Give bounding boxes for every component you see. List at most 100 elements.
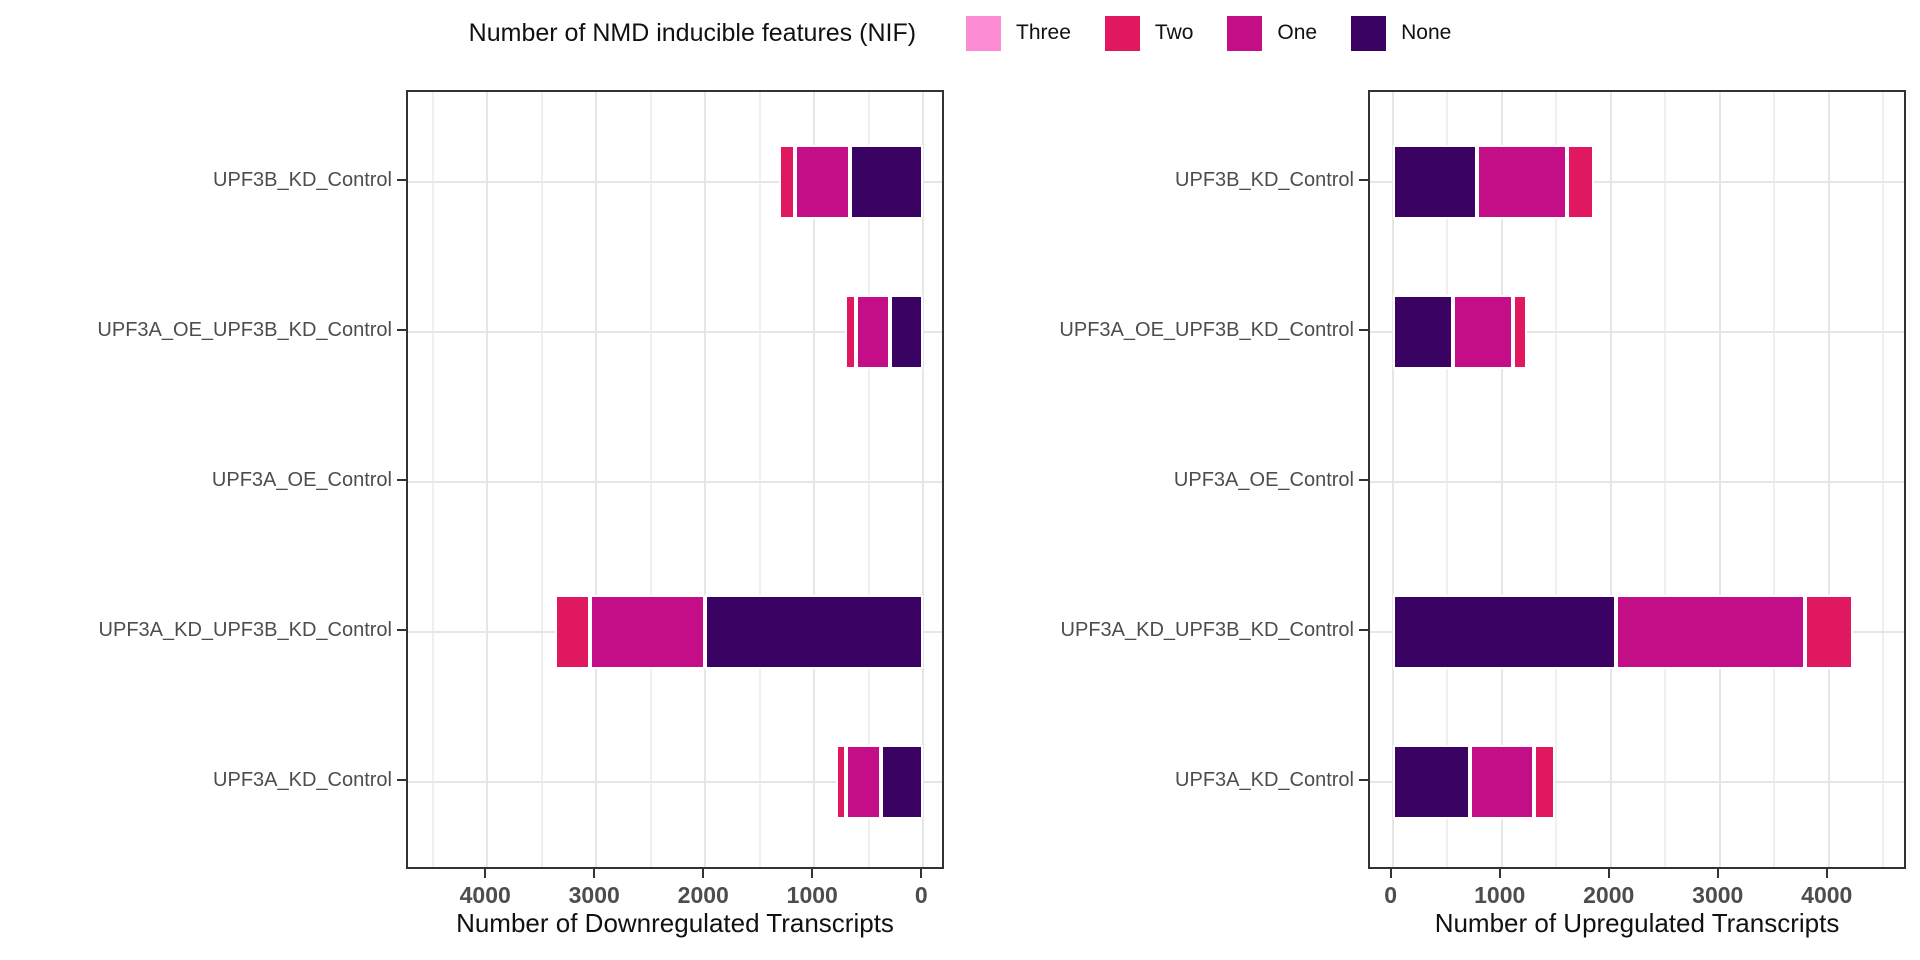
gridline-horizontal [1370,781,1904,783]
gridline-horizontal [408,181,942,183]
gridline-vertical [595,92,598,867]
bar-segment-one [846,745,881,819]
x-axis-title-upregulated: Number of Upregulated Transcripts [1434,908,1840,938]
bar-segment-none [1392,295,1453,369]
gridline-vertical [1391,92,1394,867]
x-axis-tick-label: 2000 [1583,882,1635,908]
legend-label: None [1401,21,1452,44]
gridline-vertical [1773,92,1776,867]
gridline-vertical [1555,92,1558,867]
gridline-vertical [758,92,761,867]
x-axis-tick-label: 2000 [677,882,729,908]
legend-label: Two [1154,21,1194,44]
x-axis-tick-label: 3000 [1692,882,1744,908]
gridline-horizontal [408,781,942,783]
bar-segment-two [1512,295,1528,369]
gridline-vertical [1500,92,1503,867]
y-axis-tick [1359,479,1368,481]
bar-segment-one [1452,295,1513,369]
gridline-vertical [1718,92,1721,867]
y-axis-tick [397,329,406,331]
gridline-vertical [867,92,870,867]
bar-segment-none [1392,595,1617,669]
category-label: UPF3A_OE_UPF3B_KD_Control [1059,319,1354,341]
bar-segment-one [1470,745,1535,819]
gridline-vertical [649,92,652,867]
panel-downregulated [406,90,944,869]
legend-swatch-three [966,15,1002,51]
x-axis-title-downregulated: Number of Downregulated Transcripts [456,908,894,938]
legend-items: Three Two One None [932,15,1452,51]
category-label: UPF3A_OE_Control [211,469,392,491]
gridline-horizontal [408,331,942,333]
gridline-vertical [922,92,925,867]
gridline-vertical [431,92,434,867]
x-axis-tick [1716,869,1719,878]
bar-segment-two [1567,145,1594,219]
gridline-horizontal [1370,331,1904,333]
category-label: UPF3B_KD_Control [213,169,392,191]
x-axis-tick [1498,869,1501,878]
gridline-vertical [704,92,707,867]
bar-segment-two [844,295,857,369]
bar-segment-none [889,295,924,369]
bar-segment-two [1534,745,1555,819]
gridline-vertical [1609,92,1612,867]
legend-swatch-one [1227,15,1263,51]
x-axis-tick [1389,869,1392,878]
legend-swatch-two [1104,15,1140,51]
x-axis-tick [484,869,487,878]
x-axis-tick-label: 0 [914,882,928,908]
gridline-vertical [1882,92,1885,867]
gridline-horizontal [1370,481,1904,483]
gridline-vertical [813,92,816,867]
gridline-vertical [1664,92,1667,867]
y-axis-tick [397,179,406,181]
y-axis-tick [1359,779,1368,781]
category-label: UPF3A_KD_Control [213,769,392,791]
bar-segment-none [705,595,924,669]
x-axis-tick [1607,869,1610,878]
x-axis-tick-label: 4000 [459,882,511,908]
legend-item-none: None [1351,15,1452,51]
bar-segment-none [1392,745,1471,819]
gridline-vertical [486,92,489,867]
legend-item-one: One [1227,15,1318,51]
bar-segment-one [590,595,706,669]
x-axis-tick-label: 1000 [1474,882,1526,908]
bar-segment-one [1616,595,1805,669]
x-axis-tick [1825,869,1828,878]
category-label: UPF3B_KD_Control [1175,169,1354,191]
category-label: UPF3A_KD_Control [1175,769,1354,791]
bar-segment-one [795,145,850,219]
x-axis-tick [811,869,814,878]
gridline-vertical [540,92,543,867]
x-axis-tick-label: 0 [1384,882,1398,908]
bar-segment-one [856,295,890,369]
category-label: UPF3A_KD_UPF3B_KD_Control [1060,619,1354,641]
legend-label: One [1277,21,1318,44]
y-axis-tick [397,629,406,631]
y-axis-tick [1359,179,1368,181]
category-label: UPF3A_OE_UPF3B_KD_Control [97,319,392,341]
gridline-vertical [1446,92,1449,867]
category-label: UPF3A_OE_Control [1173,469,1354,491]
bar-segment-two [779,145,796,219]
gridline-horizontal [1370,181,1904,183]
legend: Number of NMD inducible features (NIF) T… [0,10,1920,56]
x-axis-tick-label: 4000 [1801,882,1853,908]
x-axis-tick-label: 1000 [786,882,838,908]
x-axis-tick-label: 3000 [568,882,620,908]
gridline-horizontal [408,481,942,483]
category-label: UPF3A_KD_UPF3B_KD_Control [98,619,392,641]
legend-title: Number of NMD inducible features (NIF) [468,18,917,47]
legend-swatch-none [1351,15,1387,51]
bar-segment-two [835,745,847,819]
legend-label: Three [1016,21,1071,44]
y-axis-tick [1359,329,1368,331]
bar-segment-one [1476,145,1568,219]
bar-segment-two [555,595,591,669]
y-axis-tick [397,479,406,481]
bar-segment-two [1804,595,1853,669]
